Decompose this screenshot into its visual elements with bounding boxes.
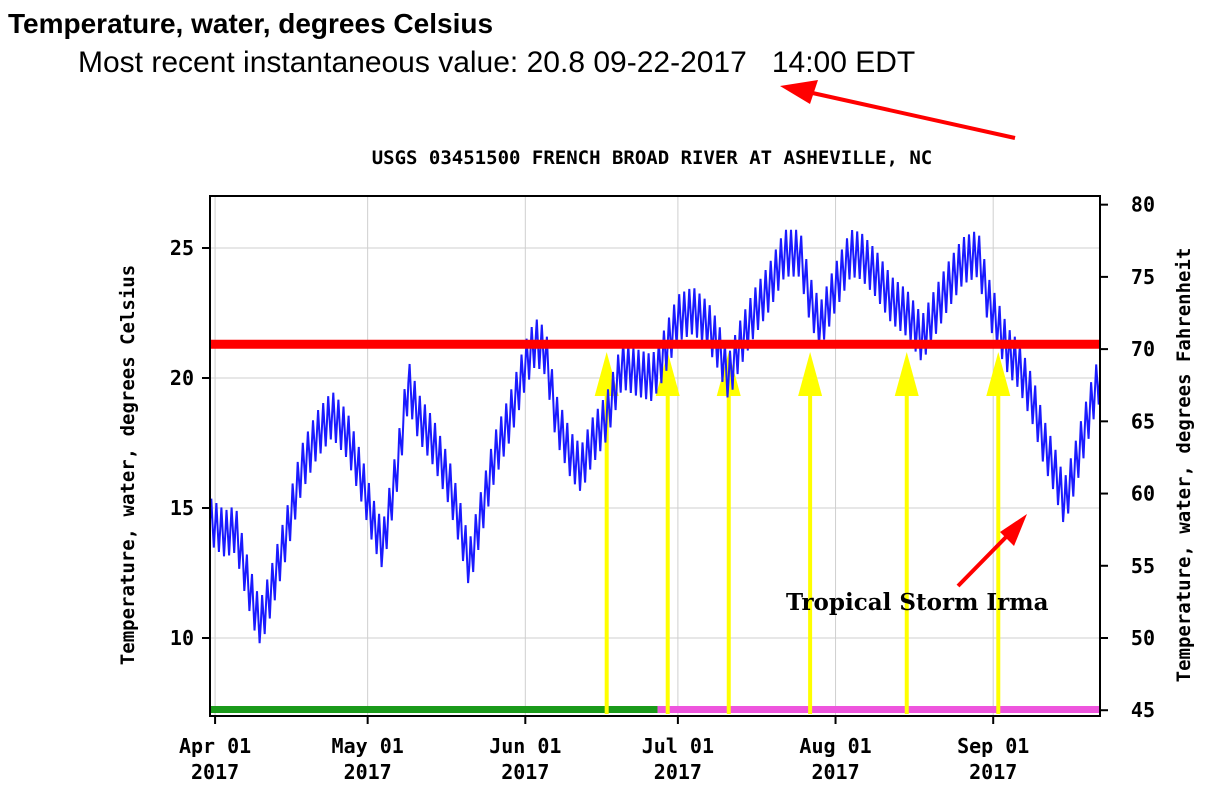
y-axis-left-ticks: 10 15 20 25: [170, 236, 210, 650]
x-tick-label: May 01: [332, 734, 404, 758]
approval-bar: [657, 706, 1100, 713]
y2-tick-label: 50: [1131, 626, 1155, 650]
x-tick-year-label: 2017: [344, 760, 392, 784]
most-recent-value-line: Most recent instantaneous value: 20.8 09…: [78, 46, 915, 80]
x-tick-label: Aug 01: [799, 734, 871, 758]
y2-tick-label: 70: [1131, 337, 1155, 361]
temperature-series-line: [209, 229, 1101, 644]
x-tick-year-label: 2017: [191, 760, 239, 784]
x-tick-year-label: 2017: [654, 760, 702, 784]
marker-arrowhead: [894, 352, 919, 396]
plot-frame: [209, 195, 1101, 717]
y2-tick-label: 80: [1131, 193, 1155, 217]
y-tick-label: 15: [170, 496, 194, 520]
annotation-arrowhead: [1000, 514, 1027, 546]
callout-arrowhead: [780, 80, 818, 104]
callout-arrow: [807, 90, 1016, 140]
y-axis-label-right: Temperature, water, degrees Fahrenheit: [1173, 248, 1195, 683]
y2-tick-label: 75: [1131, 265, 1155, 289]
y2-tick-label: 55: [1131, 554, 1155, 578]
x-tick-label: Jun 01: [489, 734, 561, 758]
marker-arrowhead: [986, 352, 1011, 396]
approval-bars: [210, 706, 1100, 713]
y2-tick-label: 45: [1131, 698, 1155, 722]
y2-tick-label: 60: [1131, 482, 1155, 506]
y-axis-right-ticks: 45 50 55 60 65 70 75 80: [1100, 193, 1155, 722]
x-tick-year-label: 2017: [969, 760, 1017, 784]
chart-title: USGS 03451500 FRENCH BROAD RIVER AT ASHE…: [372, 147, 933, 169]
recent-time: 14:00 EDT: [771, 46, 916, 79]
recent-date: 09-22-2017: [593, 46, 747, 79]
y-tick-label: 10: [170, 626, 194, 650]
x-tick-label: Jul 01: [642, 734, 714, 758]
x-tick-year-label: 2017: [501, 760, 549, 784]
y-axis-label-left: Temperature, water, degrees Celsius: [117, 265, 139, 665]
y-tick-label: 20: [170, 366, 194, 390]
approval-bar: [210, 706, 658, 713]
yellow-markers: [594, 352, 1011, 714]
annotation-label: Tropical Storm Irma: [786, 589, 1049, 616]
page-title: Temperature, water, degrees Celsius: [8, 8, 494, 39]
marker-arrowhead: [798, 352, 823, 396]
x-tick-label: Apr 01: [179, 734, 251, 758]
annotation: Tropical Storm Irma: [786, 514, 1049, 616]
recent-date-callout: [780, 80, 1016, 140]
recent-value: 20.8: [526, 46, 585, 79]
x-tick-year-label: 2017: [811, 760, 859, 784]
annotation-arrow: [956, 531, 1012, 588]
y2-tick-label: 65: [1131, 409, 1155, 433]
y-tick-label: 25: [170, 236, 194, 260]
marker-arrowhead: [655, 352, 680, 396]
x-tick-label: Sep 01: [957, 734, 1029, 758]
recent-label: Most recent instantaneous value:: [78, 46, 519, 79]
